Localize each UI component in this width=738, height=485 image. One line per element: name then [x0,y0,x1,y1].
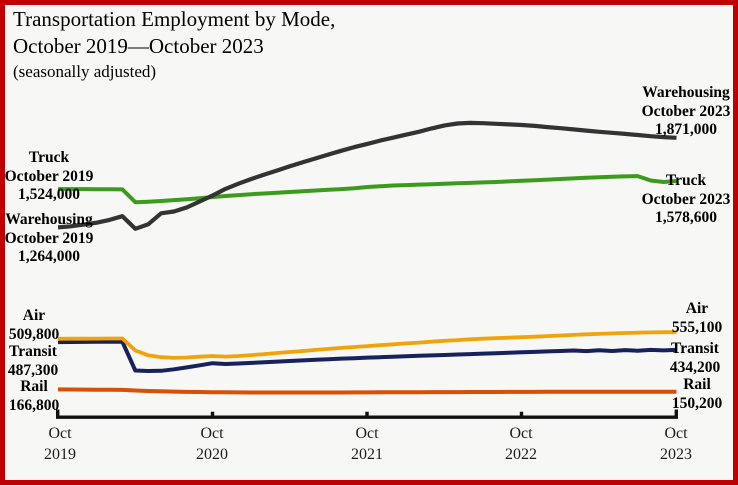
label-value: 555,100 [671,318,723,336]
title-line-2: October 2019—October 2023 [13,34,264,59]
label-transit-oct2023: Transit 434,200 [658,340,732,377]
label-rail-oct2019: Rail 166,800 [3,378,65,415]
label-series-name: Truck [28,149,70,166]
series-line-transit [57,339,677,373]
series-line-warehousing [57,120,677,231]
label-truck-oct2019: Truck October 2019 1,524,000 [2,149,96,205]
label-date: October 2019 [4,167,94,185]
x-tick-year: 2019 [44,445,76,463]
series-line-air [57,330,677,360]
label-rail-oct2023: Rail 150,200 [662,376,732,413]
x-tick-label-oct-2019: Oct 2019 [28,424,92,466]
label-value: 166,800 [8,396,60,414]
label-series-name: Rail [683,376,711,393]
x-tick-year: 2020 [196,445,228,463]
label-value: 150,200 [671,394,723,412]
label-series-name: Transit [671,340,719,357]
x-tick-label-oct-2021: Oct 2021 [335,424,399,466]
label-transit-oct2019: Transit 487,300 [1,343,65,380]
label-value: 509,800 [8,325,60,343]
x-tick-month: Oct [355,425,379,442]
label-series-name: Air [22,307,46,324]
label-series-name: Rail [20,378,48,395]
label-truck-oct2023: Truck October 2023 1,578,600 [638,172,734,228]
label-warehousing-oct2023: Warehousing October 2023 1,871,000 [638,84,734,140]
label-series-name: Transit [9,343,57,360]
series-line-rail [57,387,677,395]
label-series-name: Air [685,300,709,317]
x-tick-month: Oct [48,425,72,442]
title-subtitle: (seasonally adjusted) [13,61,157,81]
label-warehousing-oct2019: Warehousing October 2019 1,264,000 [2,211,96,267]
label-value: 1,264,000 [18,248,80,266]
x-tick-month: Oct [200,425,224,442]
title-line-1: Transportation Employment by Mode, [13,7,336,31]
x-tick-label-oct-2020: Oct 2020 [180,424,244,466]
label-value: 1,578,600 [655,209,717,227]
label-series-name: Warehousing [5,211,93,228]
label-value: 1,871,000 [655,121,717,139]
label-date: October 2023 [641,102,731,120]
label-value: 434,200 [669,358,721,376]
label-series-name: Truck [665,172,707,189]
label-value: 1,524,000 [18,186,80,204]
label-date: October 2019 [4,229,94,247]
x-tick-label-oct-2023: Oct 2023 [644,424,708,466]
x-tick-year: 2021 [351,445,383,463]
label-value: 487,300 [7,361,59,379]
label-series-name: Warehousing [642,84,730,101]
label-air-oct2019: Air 509,800 [3,307,65,344]
series-line-truck [58,174,677,205]
x-tick-year: 2022 [505,445,537,463]
label-air-oct2023: Air 555,100 [662,300,732,337]
x-tick-label-oct-2022: Oct 2022 [489,424,553,466]
chart-title: Transportation Employment by Mode, Octob… [13,6,335,82]
x-axis-line [56,409,678,419]
label-date: October 2023 [641,190,731,208]
x-tick-month: Oct [509,425,533,442]
x-tick-month: Oct [664,425,688,442]
x-tick-year: 2023 [660,445,692,463]
